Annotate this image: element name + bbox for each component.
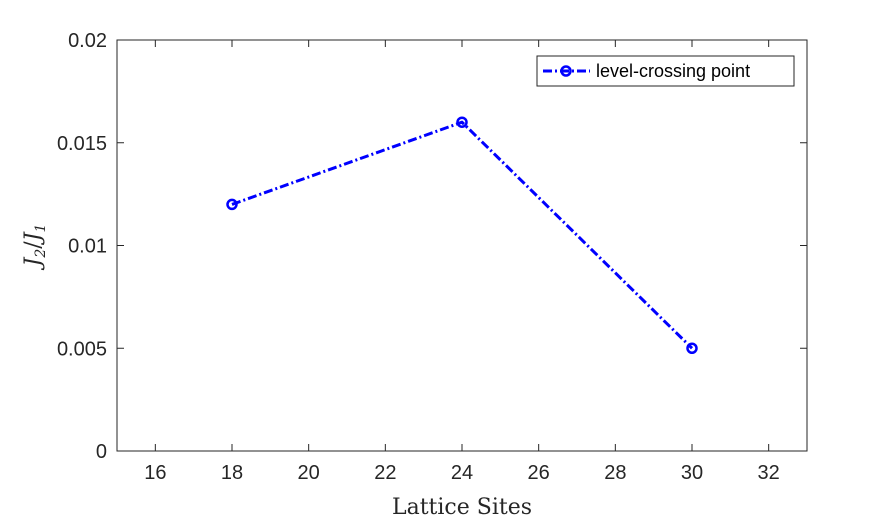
y-label-main-left: J [21,256,46,270]
plot-area [116,39,808,452]
x-tick-label: 28 [604,462,626,484]
svg-text:J2/J1: J2/J1 [21,224,49,271]
x-axis-ticks: 16 18 20 22 24 26 28 30 32 [144,40,780,484]
x-axis-label: Lattice Sites [392,495,532,520]
series-layer [226,116,698,354]
legend: level-crossing point [536,55,795,87]
x-tick-label: 18 [221,462,243,484]
y-label-slash: / [21,241,46,249]
x-tick-label: 16 [144,462,166,484]
y-label-sub-right: 1 [33,224,49,233]
x-tick-label: 26 [528,462,550,484]
y-tick-label: 0.01 [68,236,107,258]
y-label-sub-left: 2 [33,249,49,259]
x-tick-label: 24 [451,462,473,484]
legend-label: level-crossing point [596,61,750,81]
data-point [226,198,238,211]
legend-marker-sample [560,65,572,77]
data-point [456,116,468,128]
data-point [686,342,698,354]
y-tick-label: 0.015 [57,133,107,155]
x-tick-label: 20 [298,462,320,484]
y-label-main-right: J [21,231,46,245]
y-tick-label: 0.02 [68,30,107,52]
x-tick-label: 32 [758,462,780,484]
x-tick-label: 22 [374,462,396,484]
x-tick-label: 30 [681,462,703,484]
y-axis-ticks: 0 0.005 0.01 0.015 0.02 [57,30,807,463]
y-tick-label: 0 [96,441,107,463]
series-line [231,120,694,350]
y-tick-label: 0.005 [57,338,107,360]
y-axis-label: J2/J1 [21,224,49,271]
